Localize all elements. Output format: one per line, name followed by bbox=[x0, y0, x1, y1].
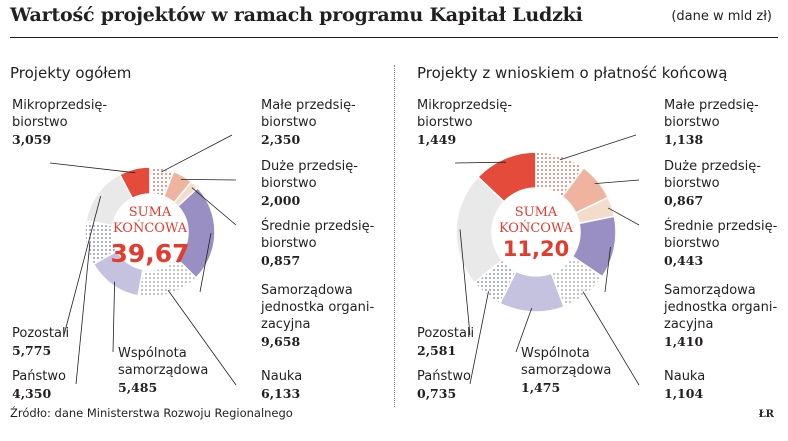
label-duze-final: Duże przedsię- biorstwo bbox=[664, 159, 761, 191]
value-nauka-final: 1,104 bbox=[664, 386, 704, 401]
value-pozostali-final: 2,581 bbox=[417, 343, 457, 358]
leader-line-wspolnota-final bbox=[515, 307, 533, 353]
value-nauka-total: 6,133 bbox=[261, 386, 301, 401]
leader-line-panstwo-total bbox=[75, 242, 91, 385]
leader-line-samorzadowa-jednostka-total bbox=[199, 233, 212, 293]
value-male-final: 1,138 bbox=[664, 132, 704, 147]
leader-line-nauka-total bbox=[167, 290, 237, 386]
label-duze-total: Duże przedsię- biorstwo bbox=[261, 159, 358, 191]
value-panstwo-final: 0,735 bbox=[417, 386, 457, 401]
unit-note: (dane w mld zł) bbox=[671, 9, 772, 24]
label-srednie-total: Średnie przedsię- biorstwo bbox=[261, 219, 375, 251]
label-mikro-total: Mikroprzedsię- biorstwo bbox=[12, 98, 108, 130]
value-pozostali-total: 5,775 bbox=[12, 343, 52, 358]
slice-pozostali-total bbox=[85, 173, 134, 227]
leader-line-panstwo-final bbox=[469, 291, 489, 385]
center-value-final: 11,20 bbox=[503, 237, 569, 261]
label-mikro-final: Mikroprzedsię- biorstwo bbox=[417, 98, 513, 130]
leader-line-male-total bbox=[161, 134, 233, 173]
value-male-total: 2,350 bbox=[261, 132, 301, 147]
label-samorzadowa-jednostka-final: Samorządowa jednostka organi- zacyjna bbox=[664, 283, 778, 332]
chart-title: Wartość projektów w ramach programu Kapi… bbox=[10, 4, 583, 26]
leader-line-mikro-total bbox=[49, 162, 136, 174]
value-srednie-total: 0,857 bbox=[261, 253, 301, 268]
label-nauka-final: Nauka bbox=[664, 369, 706, 384]
label-pozostali-final: Pozostali bbox=[417, 326, 475, 341]
label-wspolnota-final: Wspólnota samorządowa bbox=[521, 346, 612, 378]
value-srednie-final: 0,443 bbox=[664, 253, 704, 268]
leader-line-srednie-total bbox=[191, 187, 237, 226]
label-pozostali-total: Pozostali bbox=[12, 326, 70, 341]
leader-line-mikro-final bbox=[454, 161, 506, 164]
value-wspolnota-final: 1,475 bbox=[521, 380, 561, 395]
value-mikro-total: 3,059 bbox=[12, 132, 52, 147]
panel-title-left: Projekty ogółem bbox=[10, 64, 132, 82]
leader-line-pozostali-final bbox=[459, 229, 471, 336]
center-label-1-total: KOŃCOWA bbox=[113, 219, 188, 236]
leader-line-male-final bbox=[559, 134, 637, 161]
title-rule bbox=[10, 37, 778, 38]
value-samorzadowa-jednostka-total: 9,658 bbox=[261, 334, 301, 349]
label-panstwo-final: Państwo bbox=[417, 369, 471, 384]
label-male-total: Małe przedsię- biorstwo bbox=[261, 98, 356, 130]
label-nauka-total: Nauka bbox=[261, 369, 303, 384]
label-wspolnota-total: Wspólnota samorządowa bbox=[118, 346, 209, 378]
value-wspolnota-total: 5,485 bbox=[118, 380, 158, 395]
leader-line-duze-total bbox=[180, 178, 237, 181]
label-srednie-final: Średnie przedsię- biorstwo bbox=[664, 219, 778, 251]
leader-line-nauka-final bbox=[582, 291, 640, 386]
panel-divider bbox=[394, 65, 395, 407]
center-label-1-final: KOŃCOWA bbox=[499, 219, 574, 236]
slice-pozostali-final bbox=[455, 175, 506, 284]
value-mikro-final: 1,449 bbox=[417, 132, 457, 147]
value-duze-total: 2,000 bbox=[261, 193, 301, 208]
leader-line-samorzadowa-jednostka-final bbox=[604, 246, 611, 293]
leader-line-duze-final bbox=[594, 179, 640, 185]
brand-logo: ŁR bbox=[758, 409, 774, 420]
value-duze-final: 0,867 bbox=[664, 193, 704, 208]
value-samorzadowa-jednostka-final: 1,410 bbox=[664, 334, 704, 349]
center-label-0-total: SUMA bbox=[129, 205, 172, 220]
center-label-0-final: SUMA bbox=[515, 205, 558, 220]
leader-line-srednie-final bbox=[607, 207, 640, 226]
label-panstwo-total: Państwo bbox=[12, 369, 66, 384]
source-note: Źródło: dane Ministerstwa Rozwoju Region… bbox=[10, 406, 293, 420]
leader-line-pozostali-total bbox=[63, 196, 102, 336]
leader-line-wspolnota-total bbox=[112, 281, 116, 353]
center-value-total: 39,67 bbox=[110, 239, 189, 268]
panel-title-right: Projekty z wnioskiem o płatność końcową bbox=[417, 64, 728, 82]
label-male-final: Małe przedsię- biorstwo bbox=[664, 98, 759, 130]
label-samorzadowa-jednostka-total: Samorządowa jednostka organi- zacyjna bbox=[261, 283, 375, 332]
value-panstwo-total: 4,350 bbox=[12, 386, 52, 401]
